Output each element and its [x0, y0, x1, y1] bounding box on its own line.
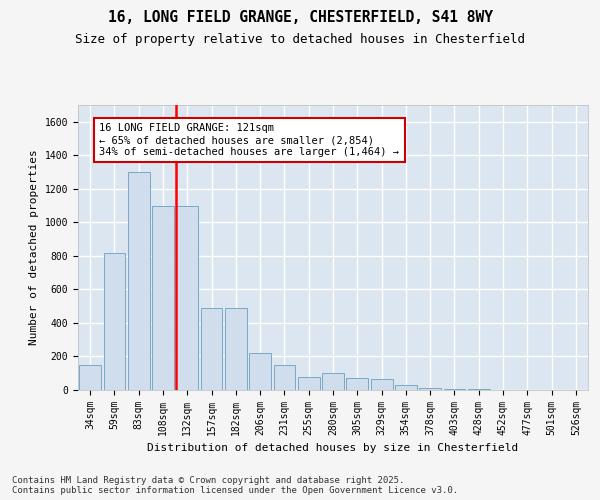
- Bar: [152, 206, 174, 390]
- Text: 16 LONG FIELD GRANGE: 121sqm
← 65% of detached houses are smaller (2,854)
34% of: 16 LONG FIELD GRANGE: 121sqm ← 65% of de…: [100, 124, 400, 156]
- Bar: [200, 308, 223, 390]
- Bar: [274, 365, 295, 390]
- Text: Size of property relative to detached houses in Chesterfield: Size of property relative to detached ho…: [75, 32, 525, 46]
- X-axis label: Distribution of detached houses by size in Chesterfield: Distribution of detached houses by size …: [148, 444, 518, 454]
- Bar: [395, 385, 417, 390]
- Bar: [225, 308, 247, 390]
- Bar: [249, 353, 271, 390]
- Bar: [104, 252, 125, 390]
- Text: 16, LONG FIELD GRANGE, CHESTERFIELD, S41 8WY: 16, LONG FIELD GRANGE, CHESTERFIELD, S41…: [107, 10, 493, 25]
- Bar: [128, 172, 149, 390]
- Bar: [322, 373, 344, 390]
- Bar: [419, 388, 441, 390]
- Bar: [346, 378, 368, 390]
- Y-axis label: Number of detached properties: Number of detached properties: [29, 150, 39, 346]
- Bar: [371, 379, 392, 390]
- Text: Contains HM Land Registry data © Crown copyright and database right 2025.
Contai: Contains HM Land Registry data © Crown c…: [12, 476, 458, 495]
- Bar: [176, 206, 198, 390]
- Bar: [443, 389, 466, 390]
- Bar: [79, 365, 101, 390]
- Bar: [298, 378, 320, 390]
